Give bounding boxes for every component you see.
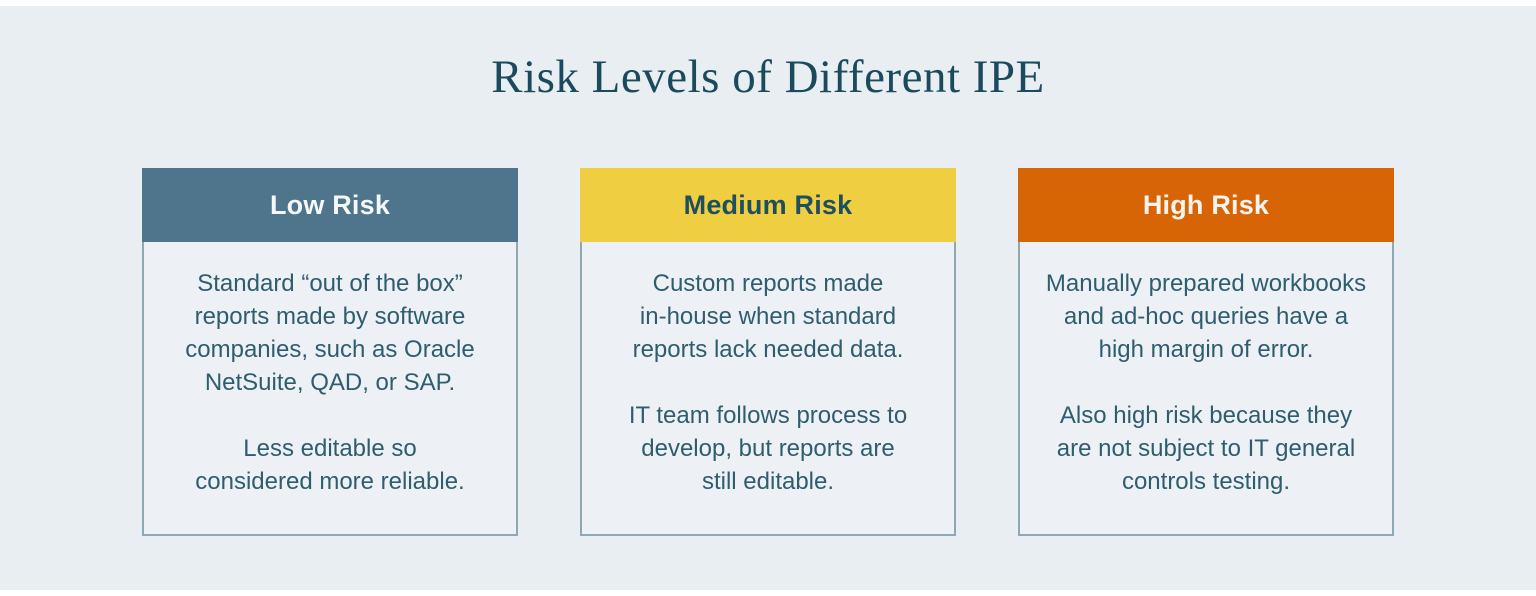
- risk-cards-row: Low Risk Standard “out of the box” repor…: [0, 168, 1536, 536]
- risk-card-high: High Risk Manually prepared workbooks an…: [1018, 168, 1394, 536]
- page-title: Risk Levels of Different IPE: [491, 51, 1045, 103]
- card-header-high: High Risk: [1018, 168, 1394, 242]
- card-paragraph: Custom reports made in-house when standa…: [632, 270, 904, 363]
- risk-card-medium: Medium Risk Custom reports made in-house…: [580, 168, 956, 536]
- card-paragraph: Less editable so considered more reliabl…: [195, 435, 465, 495]
- card-body-low: Standard “out of the box” reports made b…: [142, 242, 518, 536]
- card-header-medium: Medium Risk: [580, 168, 956, 242]
- card-body-medium: Custom reports made in-house when standa…: [580, 242, 956, 536]
- card-paragraph: Also high risk because they are not subj…: [1056, 402, 1356, 495]
- card-paragraph: Manually prepared workbooks and ad-hoc q…: [1045, 270, 1367, 363]
- card-paragraph: IT team follows process to develop, but …: [628, 402, 908, 495]
- card-body-high: Manually prepared workbooks and ad-hoc q…: [1018, 242, 1394, 536]
- infographic-canvas: Risk Levels of Different IPE Low Risk St…: [0, 6, 1536, 590]
- risk-card-low: Low Risk Standard “out of the box” repor…: [142, 168, 518, 536]
- card-header-low: Low Risk: [142, 168, 518, 242]
- card-paragraph: Standard “out of the box” reports made b…: [185, 270, 475, 396]
